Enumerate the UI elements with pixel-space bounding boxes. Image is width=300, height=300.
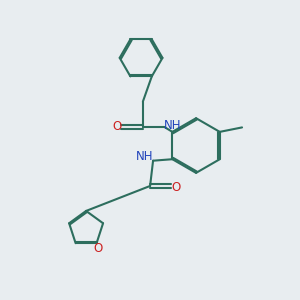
Text: O: O [171,181,181,194]
Text: NH: NH [136,150,154,163]
Text: O: O [93,242,103,255]
Text: O: O [112,120,122,134]
Text: NH: NH [164,118,181,132]
